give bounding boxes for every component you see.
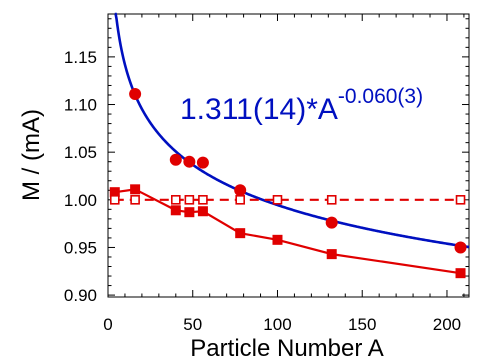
series-0-point: [234, 184, 247, 197]
series-1-point: [272, 234, 283, 245]
y-tick-label: 0.95: [64, 238, 97, 257]
y-tick-label: 1.10: [64, 96, 97, 115]
x-axis-title: Particle Number A: [190, 335, 383, 360]
series-0-point: [454, 241, 467, 254]
series-2-point: [272, 195, 283, 205]
series-1-line: [114, 188, 461, 275]
series-1-point: [170, 205, 181, 216]
y-tick-label: 1.00: [64, 191, 97, 210]
fit-label-base: 1.311(14)*A: [180, 93, 338, 126]
plot-area: [109, 12, 470, 279]
series-2-point: [184, 195, 195, 205]
series-2-point: [130, 195, 140, 205]
series-0-point: [183, 155, 196, 168]
series-1-point: [184, 207, 195, 218]
axis-tick-labels: 0 50 100 150 200 0.90 0.95 1.00 1.05 1.10 1.15: [64, 48, 461, 334]
x-tick-label: 0: [103, 315, 112, 334]
fit-label: 1.311(14)*A-0.060(3): [180, 85, 423, 126]
series-1-point: [109, 187, 120, 198]
fit-curve: [114, 12, 470, 249]
series-2-point: [170, 195, 181, 205]
plot-frame: [107, 13, 470, 298]
series-0-point: [169, 153, 182, 166]
x-tick-label: 150: [348, 315, 376, 334]
series-0-point: [325, 216, 338, 229]
y-axis-title: M / (mA): [18, 109, 45, 201]
series-0-point: [196, 156, 209, 169]
y-tick-label: 1.05: [64, 143, 97, 162]
series-1-point: [235, 228, 246, 239]
series-2-point: [235, 195, 245, 205]
series-1-point: [455, 268, 466, 279]
series-1-point: [326, 249, 337, 260]
series-2-point: [109, 195, 120, 205]
series-0-point: [129, 88, 142, 101]
x-tick-label: 100: [263, 315, 291, 334]
x-tick-label: 50: [183, 315, 202, 334]
series-2-point: [455, 195, 466, 205]
series-2-point: [198, 195, 208, 205]
series-1-point: [197, 206, 208, 217]
x-tick-label: 200: [433, 315, 461, 334]
y-tick-label: 1.15: [64, 48, 97, 67]
fit-label-exponent: -0.060(3): [338, 85, 423, 108]
axis-ticks: [107, 14, 469, 297]
y-tick-label: 0.90: [64, 286, 97, 305]
series-1-point: [130, 184, 141, 195]
series-2-point: [326, 195, 337, 205]
